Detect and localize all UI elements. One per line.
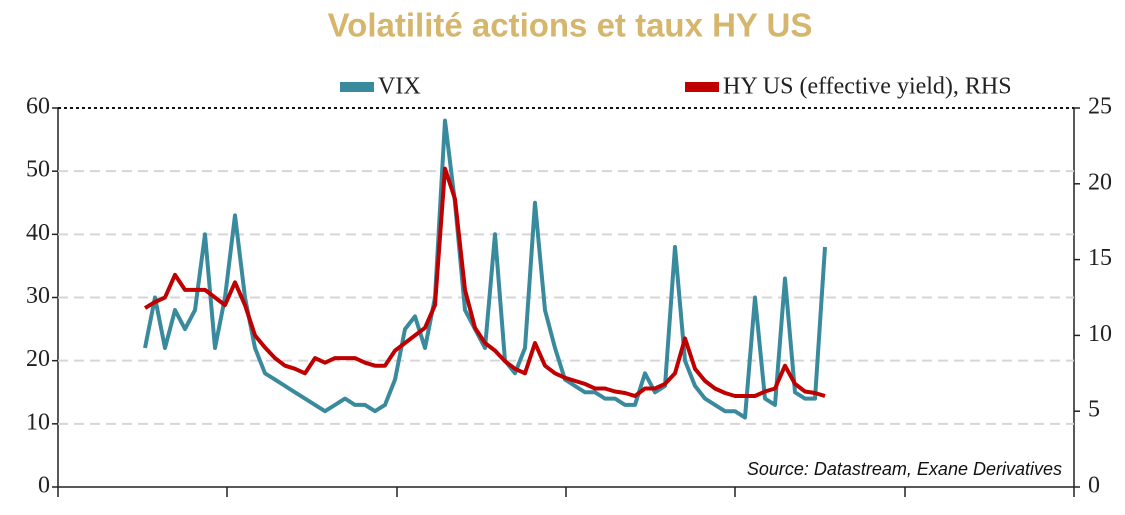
legend-swatch [340,82,374,92]
y2-tick-label: 20 [1088,169,1112,195]
x-ticks [57,487,1075,497]
y-tick-label: 40 [26,220,50,246]
y2-tick-label: 5 [1088,397,1100,423]
y-tick-label: 50 [26,157,50,183]
y-tick-label: 60 [26,94,50,120]
chart-title: Volatilité actions et taux HY US [328,7,813,44]
y2-tick-label: 10 [1088,321,1112,347]
y2-tick-label: 0 [1088,473,1100,499]
y2-tick-label: 15 [1088,245,1112,271]
y-tick-label: 0 [38,473,50,499]
y-tick-label: 10 [26,409,50,435]
legend-label: VIX [378,74,421,100]
y-tick-label: 30 [26,283,50,309]
series-line [143,118,827,420]
source-note: Source: Datastream, Exane Derivatives [747,459,1062,479]
y-tick-label: 20 [26,346,50,372]
legend-label: HY US (effective yield), RHS [723,74,1012,100]
series-line [143,166,826,398]
legend-swatch [685,82,719,92]
y2-tick-label: 25 [1088,94,1112,120]
